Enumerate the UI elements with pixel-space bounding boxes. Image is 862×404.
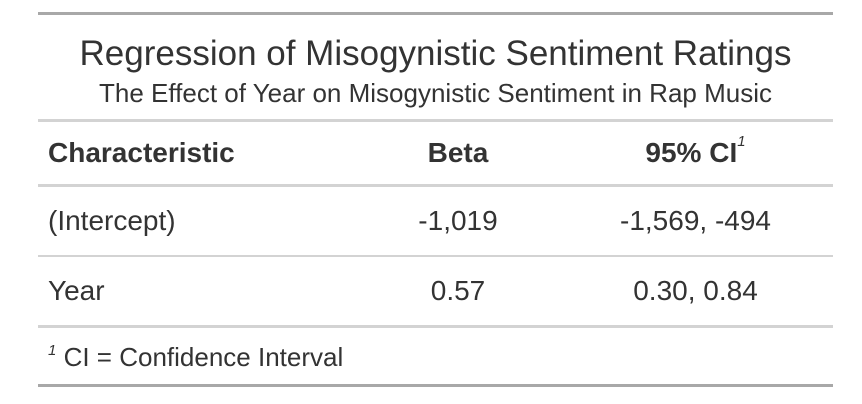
bottom-rule xyxy=(38,384,833,387)
results-table: Characteristic Beta 95% CI1 (Intercept) … xyxy=(38,122,833,328)
column-header-ci: 95% CI1 xyxy=(558,122,833,187)
table-row: (Intercept) -1,019 -1,569, -494 xyxy=(38,185,833,257)
table-row: Year 0.57 0.30, 0.84 xyxy=(38,256,833,328)
top-rule xyxy=(38,12,833,15)
column-header-characteristic: Characteristic xyxy=(38,122,358,187)
table-heading: Regression of Misogynistic Sentiment Rat… xyxy=(38,15,833,119)
column-header-beta: Beta xyxy=(358,122,558,187)
table-footnote: 1 CI = Confidence Interval xyxy=(38,328,833,384)
table-title: Regression of Misogynistic Sentiment Rat… xyxy=(79,34,792,73)
heading-divider xyxy=(38,119,833,122)
cell-beta: 0.57 xyxy=(358,256,558,328)
table-subtitle: The Effect of Year on Misogynistic Senti… xyxy=(99,78,772,108)
cell-characteristic: Year xyxy=(38,256,358,328)
footnote-marker: 1 xyxy=(737,133,746,150)
cell-characteristic: (Intercept) xyxy=(38,185,358,257)
regression-table: Regression of Misogynistic Sentiment Rat… xyxy=(38,12,833,387)
footnote-mark: 1 xyxy=(48,342,57,359)
cell-ci: -1,569, -494 xyxy=(558,185,833,257)
cell-beta: -1,019 xyxy=(358,185,558,257)
cell-ci: 0.30, 0.84 xyxy=(558,256,833,328)
footnote-text: CI = Confidence Interval xyxy=(63,342,344,372)
header-row: Characteristic Beta 95% CI1 xyxy=(38,122,833,187)
